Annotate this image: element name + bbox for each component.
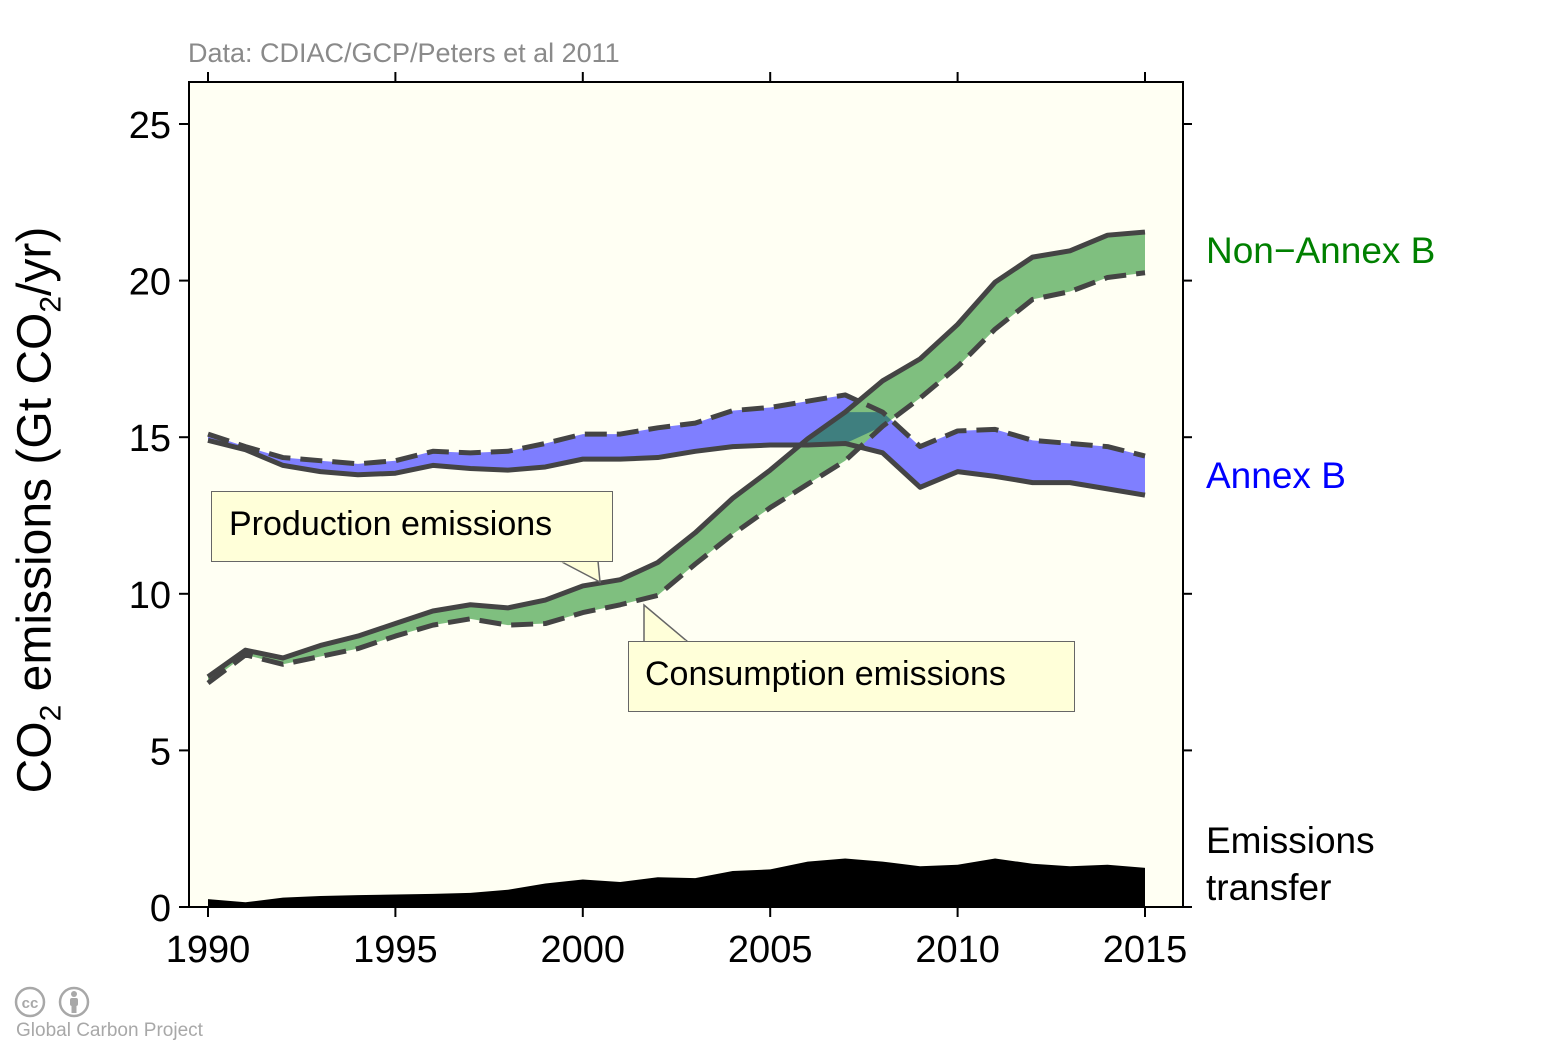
x-tick-label-1990: 1990 — [166, 929, 251, 971]
plot-frame — [188, 81, 1184, 908]
x-tick-label-2015: 2015 — [1103, 929, 1188, 971]
y-tick-label-10: 10 — [129, 575, 171, 617]
band-overlap-0 — [800, 412, 892, 446]
series-label-emissions: Emissions — [1206, 820, 1375, 861]
non-annex-b-production-line — [206, 229, 1146, 679]
series-label-transfer: transfer — [1206, 867, 1332, 908]
y-tick-label-25: 25 — [129, 105, 171, 147]
x-tick-label-2010: 2010 — [915, 929, 1000, 971]
annex-b-production-line — [207, 437, 1146, 498]
global-carbon-project-credit: Global Carbon Project — [16, 1020, 203, 1041]
emissions-transfer-area — [208, 858, 1145, 907]
production-emissions-callout: Production emissions — [211, 491, 613, 562]
series-label-annex-b: Annex B — [1206, 455, 1346, 496]
y-tick-label-15: 15 — [129, 418, 171, 460]
attribution-person-icon — [58, 986, 90, 1018]
y-tick-label-20: 20 — [129, 262, 171, 304]
svg-text:cc: cc — [22, 995, 39, 1012]
non-annex-b-band — [208, 232, 1145, 684]
data-source-note: Data: CDIAC/GCP/Peters et al 2011 — [188, 38, 620, 68]
creative-commons-logo: cc — [14, 986, 90, 1018]
y-tick-label-0: 0 — [150, 888, 171, 930]
annex-b-consumption-line — [207, 392, 1146, 467]
x-tick-label-1995: 1995 — [353, 929, 438, 971]
x-tick-label-2000: 2000 — [541, 929, 626, 971]
consumption-emissions-callout: Consumption emissions — [628, 641, 1075, 712]
annex-b-band — [208, 394, 1145, 496]
x-tick-label-2005: 2005 — [728, 929, 813, 971]
non-annex-b-consumption-line — [206, 270, 1146, 686]
y-tick-label-5: 5 — [150, 731, 171, 773]
series-label-non-annex-b: Non−Annex B — [1206, 230, 1436, 271]
cc-icon: cc — [14, 986, 46, 1018]
